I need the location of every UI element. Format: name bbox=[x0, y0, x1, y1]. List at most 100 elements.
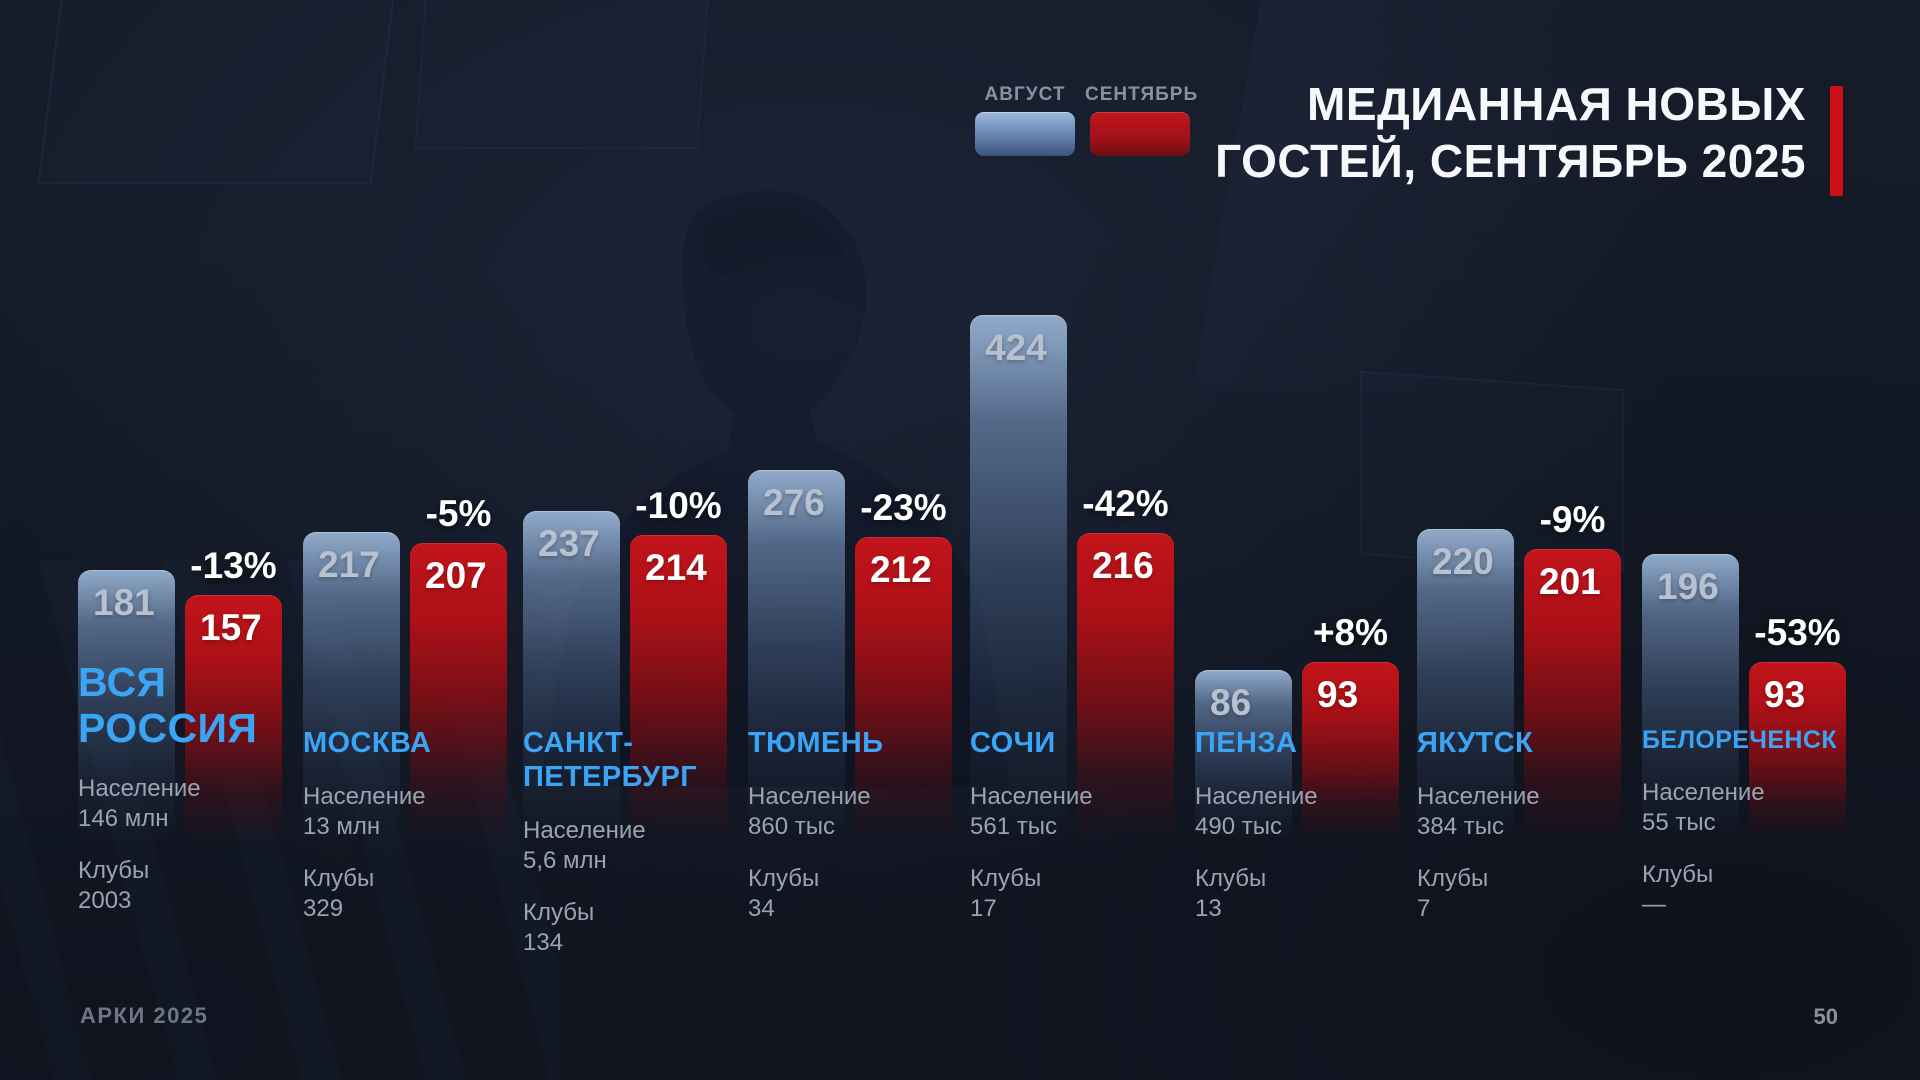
city-group: СОЧИ Население 561 тыс Клубы 17 bbox=[970, 726, 1180, 924]
percent-change-label: -42% bbox=[1082, 483, 1169, 525]
population-stat: Население 13 млн bbox=[303, 782, 513, 842]
title-accent-bar bbox=[1830, 86, 1843, 196]
september-value: 93 bbox=[1317, 674, 1359, 716]
clubs-label: Клубы bbox=[78, 856, 150, 884]
clubs-label: Клубы bbox=[970, 865, 1042, 893]
population-value: 5,6 млн bbox=[523, 847, 607, 875]
august-bar: 217 bbox=[303, 532, 400, 840]
city-label: ТЮМЕНЬ bbox=[748, 727, 884, 759]
september-value: 201 bbox=[1539, 560, 1601, 602]
footer-brand: АРКИ 2025 bbox=[80, 1003, 209, 1028]
august-value: 181 bbox=[93, 581, 155, 623]
august-value: 196 bbox=[1657, 566, 1719, 608]
city-label: БЕЛОРЕЧЕНСК bbox=[1642, 726, 1837, 754]
september-value: 93 bbox=[1764, 674, 1806, 716]
percent-change-label: -5% bbox=[425, 492, 492, 534]
population-label: Население bbox=[970, 783, 1093, 811]
clubs-value: 134 bbox=[523, 929, 564, 957]
september-bar: 157 bbox=[185, 595, 282, 840]
page-number: 50 bbox=[1813, 1004, 1838, 1029]
percent-change-label: -9% bbox=[1539, 498, 1606, 540]
clubs-stat: Клубы — bbox=[1642, 860, 1852, 920]
percent-change-label: -23% bbox=[860, 487, 947, 529]
population-value: 146 млн bbox=[78, 804, 169, 832]
city-label: МОСКВА bbox=[303, 727, 432, 759]
august-bar: 196 bbox=[1642, 554, 1739, 840]
slide-title: МЕДИАННАЯ НОВЫХ ГОСТЕЙ, СЕНТЯБРЬ 2025 bbox=[1215, 76, 1806, 190]
percent-change-label: -53% bbox=[1754, 612, 1841, 654]
clubs-value: 13 bbox=[1195, 895, 1222, 923]
september-bar: 93 bbox=[1749, 662, 1846, 840]
city-group: ПЕНЗА Население 490 тыс Клубы 13 bbox=[1195, 726, 1405, 924]
august-value: 86 bbox=[1210, 681, 1252, 723]
clubs-value: 17 bbox=[970, 895, 997, 923]
population-value: 490 тыс bbox=[1195, 813, 1282, 841]
september-bar: 201 bbox=[1524, 548, 1621, 840]
percent-change-label: -13% bbox=[190, 545, 277, 587]
population-label: Население bbox=[78, 774, 201, 802]
population-value: 860 тыс bbox=[748, 813, 835, 841]
august-value: 237 bbox=[538, 523, 600, 565]
population-label: Население bbox=[1642, 778, 1765, 806]
september-bar: 214 bbox=[630, 535, 727, 840]
clubs-label: Клубы bbox=[523, 899, 595, 927]
clubs-label: Клубы bbox=[1195, 865, 1267, 893]
population-label: Население bbox=[748, 783, 871, 811]
august-bar: 237 bbox=[523, 511, 620, 840]
city-group: ЯКУТСК Население 384 тыс Клубы 7 bbox=[1417, 726, 1627, 924]
city-group: БЕЛОРЕЧЕНСК Население 55 тыс Клубы — bbox=[1642, 726, 1852, 920]
slide-title-line2: ГОСТЕЙ, СЕНТЯБРЬ 2025 bbox=[1215, 135, 1806, 187]
clubs-label: Клубы bbox=[748, 865, 820, 893]
august-value: 217 bbox=[318, 544, 380, 586]
city-group: САНКТ-ПЕТЕРБУРГ Население 5,6 млн Клубы 134 bbox=[523, 726, 733, 958]
clubs-value: 7 bbox=[1417, 895, 1431, 923]
august-bar: 181 bbox=[78, 569, 175, 840]
slide-title-line1: МЕДИАННАЯ НОВЫХ bbox=[1307, 78, 1806, 130]
population-stat: Население 490 тыс bbox=[1195, 782, 1405, 842]
population-value: 13 млн bbox=[303, 813, 381, 841]
august-value: 220 bbox=[1432, 541, 1494, 582]
clubs-stat: Клубы 7 bbox=[1417, 864, 1627, 924]
clubs-value: 329 bbox=[303, 895, 344, 923]
september-bar: 93 bbox=[1302, 662, 1399, 840]
september-value: 157 bbox=[200, 607, 262, 649]
city-label: САНКТ-ПЕТЕРБУРГ bbox=[523, 727, 698, 794]
clubs-stat: Клубы 329 bbox=[303, 864, 513, 924]
city-group: ВСЯ РОССИЯ Население 146 млн Клубы 2003 bbox=[78, 659, 288, 916]
population-stat: Население 146 млн bbox=[78, 774, 288, 834]
legend-swatch-august bbox=[975, 112, 1075, 156]
percent-change-label: -10% bbox=[635, 485, 722, 527]
clubs-stat: Клубы 13 bbox=[1195, 864, 1405, 924]
city-label: ВСЯ РОССИЯ bbox=[78, 659, 258, 751]
clubs-stat: Клубы 2003 bbox=[78, 856, 288, 916]
clubs-value: 2003 bbox=[78, 886, 132, 914]
population-label: Население bbox=[303, 783, 426, 811]
clubs-stat: Клубы 17 bbox=[970, 864, 1180, 924]
percent-change-label: +8% bbox=[1312, 612, 1389, 654]
population-stat: Население 384 тыс bbox=[1417, 782, 1627, 842]
clubs-label: Клубы bbox=[1642, 860, 1714, 888]
clubs-label: Клубы bbox=[1417, 865, 1489, 893]
legend-swatch-september bbox=[1090, 112, 1190, 156]
september-bar: 207 bbox=[410, 542, 507, 840]
city-group: МОСКВА Население 13 млн Клубы 329 bbox=[303, 726, 513, 924]
population-stat: Население 55 тыс bbox=[1642, 778, 1852, 838]
august-bar: 86 bbox=[1195, 669, 1292, 840]
population-label: Население bbox=[1195, 783, 1318, 811]
august-bar: 424 bbox=[970, 314, 1067, 840]
august-bar: 276 bbox=[748, 470, 845, 840]
city-label: ЯКУТСК bbox=[1417, 727, 1534, 759]
clubs-stat: Клубы 34 bbox=[748, 864, 958, 924]
september-value: 214 bbox=[645, 547, 707, 589]
population-value: 55 тыс bbox=[1642, 808, 1716, 836]
legend-label-september: СЕНТЯБРЬ bbox=[1085, 84, 1199, 105]
population-label: Население bbox=[1417, 783, 1540, 811]
september-bar: 212 bbox=[855, 537, 952, 840]
clubs-value: 34 bbox=[748, 895, 775, 923]
clubs-label: Клубы bbox=[303, 865, 375, 893]
september-bar: 216 bbox=[1077, 533, 1174, 840]
city-label: СОЧИ bbox=[970, 727, 1056, 759]
population-stat: Население 561 тыс bbox=[970, 782, 1180, 842]
